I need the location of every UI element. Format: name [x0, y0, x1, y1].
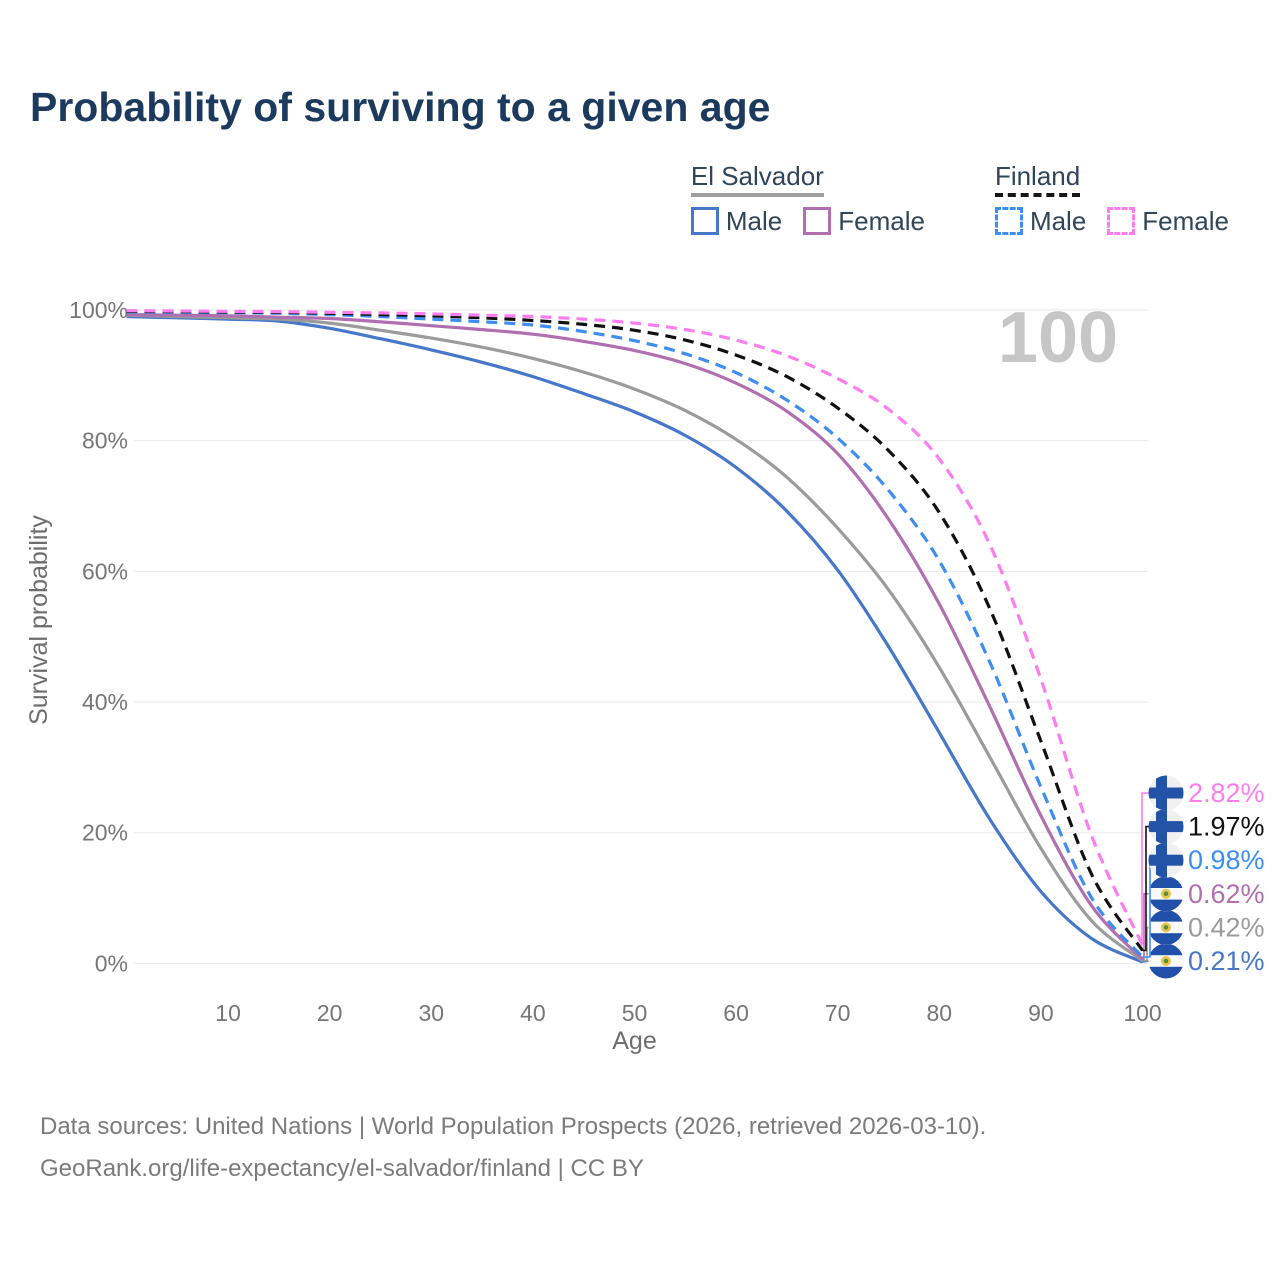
curve-el-salvador-female[interactable] — [126, 313, 1144, 961]
x-tick-80: 80 — [927, 1000, 953, 1026]
chart-footer: Data sources: United Nations | World Pop… — [40, 1106, 986, 1190]
el-salvador-stripe-bottom — [1148, 966, 1184, 979]
data-sources-line: Data sources: United Nations | World Pop… — [40, 1113, 987, 1140]
y-tick-0%: 0% — [95, 950, 128, 976]
el-salvador-stripe-top — [1148, 909, 1184, 922]
end-annotation-el-salvador-female: 0.62% — [1148, 876, 1265, 912]
x-tick-60: 60 — [723, 1000, 749, 1026]
finland-cross-v — [1156, 809, 1167, 845]
curve-finland-female[interactable] — [126, 309, 1144, 946]
x-tick-100: 100 — [1123, 1000, 1161, 1026]
end-label-finland-male: 0.98% — [1188, 845, 1265, 875]
attribution-line: GeoRank.org/life-expectancy/el-salvador/… — [40, 1155, 644, 1182]
x-tick-10: 10 — [215, 1000, 241, 1026]
y-tick-80%: 80% — [82, 428, 128, 454]
end-label-el-salvador-female: 0.62% — [1188, 879, 1265, 909]
x-tick-40: 40 — [520, 1000, 546, 1026]
legend-swatch-finland-male[interactable] — [994, 207, 1023, 236]
y-tick-100%: 100% — [69, 297, 128, 323]
legend-country-el-salvador[interactable]: El Salvador — [690, 162, 824, 197]
x-axis-title: Age — [612, 1027, 656, 1055]
curve-el-salvador-male[interactable] — [126, 314, 1144, 964]
leader-finland-male — [1142, 860, 1151, 958]
end-label-finland-female: 2.82% — [1188, 778, 1265, 808]
curve-finland-male[interactable] — [126, 310, 1144, 959]
legend-country-finland[interactable]: Finland — [994, 162, 1081, 197]
curve-finland-total[interactable] — [126, 309, 1144, 952]
legend-swatch-finland-female[interactable] — [1107, 207, 1136, 236]
x-tick-90: 90 — [1028, 1000, 1054, 1026]
y-tick-60%: 60% — [82, 558, 128, 584]
legend-swatch-el-salvador-male[interactable] — [690, 207, 719, 236]
y-tick-40%: 40% — [82, 689, 128, 715]
end-annotation-finland-female: 2.82% — [1148, 775, 1265, 811]
finland-cross-v — [1156, 842, 1167, 878]
curve-el-salvador-total[interactable] — [126, 313, 1144, 962]
legend: El Salvador Male Female Finland Male Fem… — [0, 162, 1243, 237]
legend-label-finland-female[interactable]: Female — [1142, 205, 1229, 236]
legend-group-finland: Finland Male Female — [994, 162, 1243, 237]
legend-swatch-el-salvador-female[interactable] — [803, 207, 832, 236]
page-title: Probability of surviving to a given age — [30, 84, 771, 130]
el-salvador-stripe-bottom — [1148, 933, 1184, 945]
end-label-finland-total: 1.97% — [1188, 812, 1265, 842]
end-label-el-salvador-male: 0.21% — [1188, 946, 1265, 976]
end-annotation-finland-male: 0.98% — [1148, 842, 1265, 878]
finland-cross-v — [1156, 775, 1167, 811]
legend-items-el-salvador: Male Female — [690, 205, 939, 237]
x-tick-30: 30 — [419, 1000, 445, 1026]
x-tick-70: 70 — [825, 1000, 851, 1026]
el-salvador-stripe-top — [1148, 943, 1184, 956]
legend-label-el-salvador-female[interactable]: Female — [838, 205, 925, 236]
legend-label-finland-male[interactable]: Male — [1029, 205, 1087, 236]
end-annotation-finland-total: 1.97% — [1148, 809, 1265, 845]
end-annotation-el-salvador-male: 0.21% — [1148, 943, 1265, 979]
legend-label-el-salvador-male[interactable]: Male — [725, 205, 783, 236]
legend-group-el-salvador: El Salvador Male Female — [690, 162, 939, 237]
end-label-el-salvador-total: 0.42% — [1188, 912, 1265, 942]
leader-finland-female — [1141, 792, 1150, 946]
leader-el-salvador-female — [1142, 893, 1150, 961]
x-tick-50: 50 — [622, 1000, 648, 1026]
el-salvador-stripe-bottom — [1148, 899, 1184, 912]
y-tick-20%: 20% — [82, 820, 128, 846]
leader-finland-total — [1142, 825, 1150, 952]
end-annotation-el-salvador-total: 0.42% — [1148, 909, 1265, 945]
legend-items-finland: Male Female — [994, 205, 1243, 237]
y-axis-title: Survival probability — [25, 515, 53, 725]
x-tick-20: 20 — [317, 1000, 343, 1026]
el-salvador-stripe-top — [1148, 876, 1184, 888]
watermark-age-100: 100 — [998, 298, 1118, 378]
